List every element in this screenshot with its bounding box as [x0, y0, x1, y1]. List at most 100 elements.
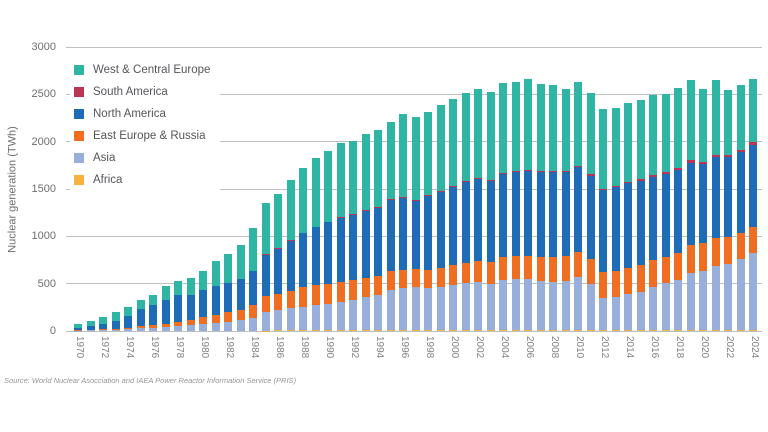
segment-1998-south-america: [424, 194, 432, 196]
segment-2017-west-central-europe: [661, 93, 670, 172]
y-tick-label-1000: 1000: [31, 230, 56, 243]
x-tick-label-1970: 1970: [73, 336, 85, 359]
segment-2002-east-europe-russia: [474, 261, 482, 283]
segment-2017-south-america: [661, 171, 670, 174]
segment-2021-east-europe-russia: [711, 238, 720, 266]
segment-1986-east-europe-russia: [274, 293, 282, 310]
segment-1997-north-america: [411, 200, 420, 270]
segment-1989-africa: [311, 330, 320, 331]
segment-1983-east-europe-russia: [236, 309, 245, 321]
bar-2003: [486, 91, 495, 331]
segment-2016-africa: [649, 329, 657, 331]
segment-1995-south-america: [386, 199, 395, 201]
x-tick-label-2018: 2018: [673, 336, 685, 359]
segment-2008-south-america: [549, 170, 557, 173]
legend-swatch: [74, 87, 84, 97]
segment-1985-north-america: [261, 254, 270, 297]
segment-2011-east-europe-russia: [586, 259, 595, 285]
segment-2024-africa: [749, 329, 757, 331]
segment-2018-north-america: [674, 170, 682, 253]
segment-1973-east-europe-russia: [111, 328, 120, 330]
segment-2012-west-central-europe: [599, 108, 607, 189]
bar-1983: [236, 244, 245, 331]
segment-2016-asia: [649, 287, 657, 330]
segment-2018-asia: [674, 279, 682, 330]
legend-item-south-america: South America: [74, 81, 210, 103]
segment-1973-north-america: [111, 320, 120, 329]
bar-1996: [399, 114, 407, 331]
segment-2000-asia: [449, 284, 457, 330]
segment-1982-east-europe-russia: [224, 312, 232, 322]
segment-2013-west-central-europe: [611, 107, 620, 186]
segment-1974-north-america: [124, 316, 132, 328]
segment-2004-west-central-europe: [499, 83, 507, 173]
segment-1995-north-america: [386, 200, 395, 272]
x-tick-label-2016: 2016: [648, 336, 660, 359]
bar-1991: [336, 143, 345, 331]
bar-2011: [586, 92, 595, 331]
segment-2020-west-central-europe: [699, 89, 707, 162]
segment-1983-west-central-europe: [236, 244, 245, 280]
segment-2015-south-america: [636, 178, 645, 181]
segment-2018-east-europe-russia: [674, 252, 682, 280]
segment-2011-africa: [586, 329, 595, 331]
segment-2020-north-america: [699, 163, 707, 244]
segment-1996-north-america: [399, 197, 407, 270]
segment-2022-east-europe-russia: [724, 237, 732, 264]
segment-1976-north-america: [149, 305, 157, 326]
legend-swatch: [74, 175, 84, 185]
segment-1986-africa: [274, 330, 282, 331]
segment-1976-west-central-europe: [149, 294, 157, 306]
segment-2006-africa: [524, 330, 532, 331]
bar-2013: [611, 107, 620, 331]
segment-2023-asia: [736, 258, 745, 330]
x-tick-label-2002: 2002: [473, 336, 485, 359]
segment-2006-north-america: [524, 171, 532, 256]
segment-2017-east-europe-russia: [661, 256, 670, 284]
bar-2007: [536, 84, 545, 331]
segment-1998-africa: [424, 329, 432, 331]
segment-2024-north-america: [749, 144, 757, 228]
segment-2021-south-america: [711, 155, 720, 158]
segment-2019-asia: [686, 272, 695, 330]
segment-1976-asia: [149, 327, 157, 331]
segment-1985-west-central-europe: [261, 202, 270, 255]
bar-2009: [561, 88, 570, 331]
legend-item-west-central-europe: West & Central Europe: [74, 59, 210, 81]
segment-1981-north-america: [211, 286, 220, 315]
segment-2010-north-america: [574, 167, 582, 253]
segment-2012-north-america: [599, 190, 607, 273]
segment-1997-africa: [411, 329, 420, 331]
segment-2001-south-america: [461, 180, 470, 182]
segment-1972-asia: [99, 329, 107, 331]
x-tick-label-2010: 2010: [573, 336, 585, 359]
segment-1980-east-europe-russia: [199, 317, 207, 325]
segment-2019-south-america: [686, 160, 695, 163]
segment-1983-north-america: [236, 279, 245, 310]
segment-2016-west-central-europe: [649, 95, 657, 176]
legend-label: North America: [93, 108, 166, 120]
segment-1972-north-america: [99, 323, 107, 330]
segment-2009-south-america: [561, 170, 570, 173]
segment-2017-asia: [661, 283, 670, 330]
segment-1982-north-america: [224, 283, 232, 313]
segment-1977-west-central-europe: [161, 286, 170, 300]
segment-2001-west-central-europe: [461, 92, 470, 181]
segment-2020-east-europe-russia: [699, 243, 707, 272]
legend-swatch: [74, 109, 84, 119]
bar-1970: [74, 324, 82, 331]
segment-1977-asia: [161, 327, 170, 331]
segment-1983-asia: [236, 320, 245, 331]
segment-1981-asia: [211, 322, 220, 331]
segment-2022-asia: [724, 263, 732, 331]
segment-1975-north-america: [136, 308, 145, 327]
segment-2016-north-america: [649, 177, 657, 261]
segment-2014-asia: [624, 294, 632, 330]
segment-2005-asia: [511, 278, 520, 330]
segment-1987-africa: [286, 330, 295, 331]
segment-1994-north-america: [374, 207, 382, 277]
segment-2012-south-america: [599, 188, 607, 190]
segment-1990-africa: [324, 330, 332, 331]
segment-2011-south-america: [586, 174, 595, 176]
segment-1999-north-america: [436, 191, 445, 268]
